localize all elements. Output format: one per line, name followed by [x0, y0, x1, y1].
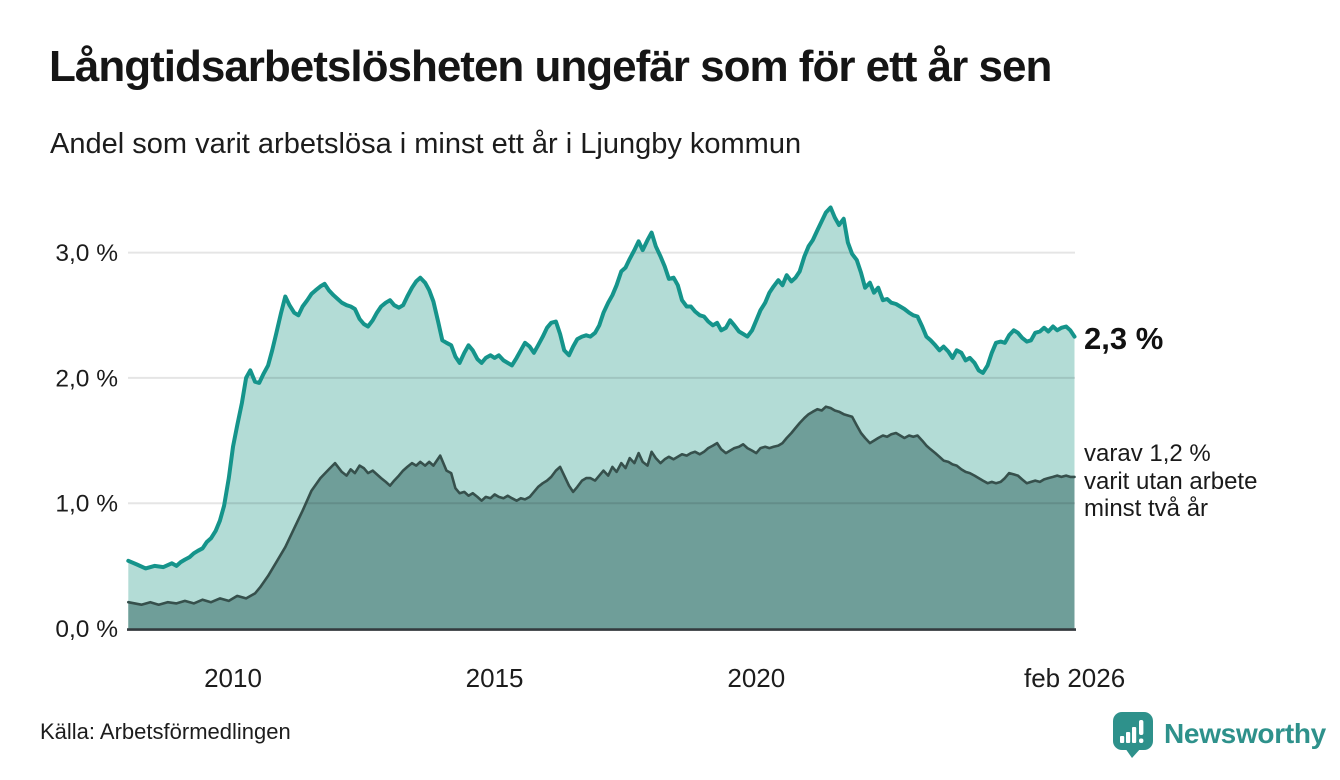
- line-min-one-year: [126, 205, 1077, 571]
- x-tick-label: feb 2026: [1024, 663, 1125, 693]
- x-tick-label: 2020: [727, 663, 785, 693]
- series2-annotation-line2: varit utan arbete: [1084, 467, 1258, 495]
- page-title: Långtidsarbetslösheten ungefär som för e…: [49, 42, 1052, 91]
- series2-annotation: varav 1,2 % varit utan arbete minst två …: [1084, 440, 1257, 523]
- y-tick-label: 1,0 %: [55, 491, 118, 518]
- y-tick-label: 0,0 %: [55, 616, 118, 643]
- newsworthy-logo-icon: [1113, 712, 1153, 758]
- newsworthy-logo: Newsworthy: [1111, 711, 1326, 759]
- x-tick-label: 2015: [466, 663, 524, 693]
- page-subtitle: Andel som varit arbetslösa i minst ett å…: [50, 128, 802, 160]
- source-attribution: Källa: Arbetsförmedlingen: [40, 719, 291, 744]
- line-min-two-years: [127, 405, 1076, 606]
- area-min-two-years: [128, 406, 1075, 629]
- series2-annotation-line1: varav 1,2 %: [1084, 440, 1211, 467]
- newsworthy-logo-text: Newsworthy: [1164, 718, 1326, 749]
- series2-annotation-line3: minst två år: [1084, 495, 1209, 522]
- y-tick-label: 2,0 %: [55, 365, 118, 392]
- series1-value-label: 2,3 %: [1084, 321, 1164, 356]
- y-tick-label: 3,0 %: [55, 240, 118, 267]
- x-tick-label: 2010: [204, 663, 262, 693]
